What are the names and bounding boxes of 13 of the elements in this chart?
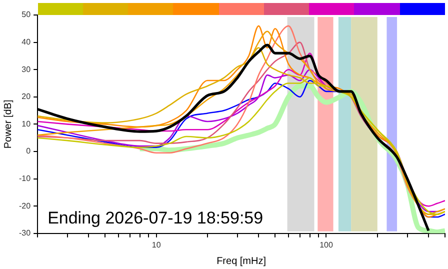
y-tick-label: 30: [22, 64, 32, 74]
x-tick-label: 100: [320, 240, 334, 250]
y-tick-label: -10: [19, 174, 32, 184]
y-tick-label: 10: [22, 119, 32, 128]
x-axis-title: Freq [mHz]: [216, 256, 266, 267]
y-tick-label: 20: [22, 92, 32, 102]
y-tick-label: -20: [19, 201, 32, 210]
y-tick-label: 0: [26, 146, 32, 156]
annotation: Ending 2026-07-19 18:59:59: [48, 208, 264, 228]
y-tick-label: 50: [22, 10, 32, 20]
y-tick-label: 40: [22, 38, 32, 47]
y-axis-title: Power [dB]: [2, 100, 14, 149]
y-tick-label: -30: [19, 228, 32, 238]
